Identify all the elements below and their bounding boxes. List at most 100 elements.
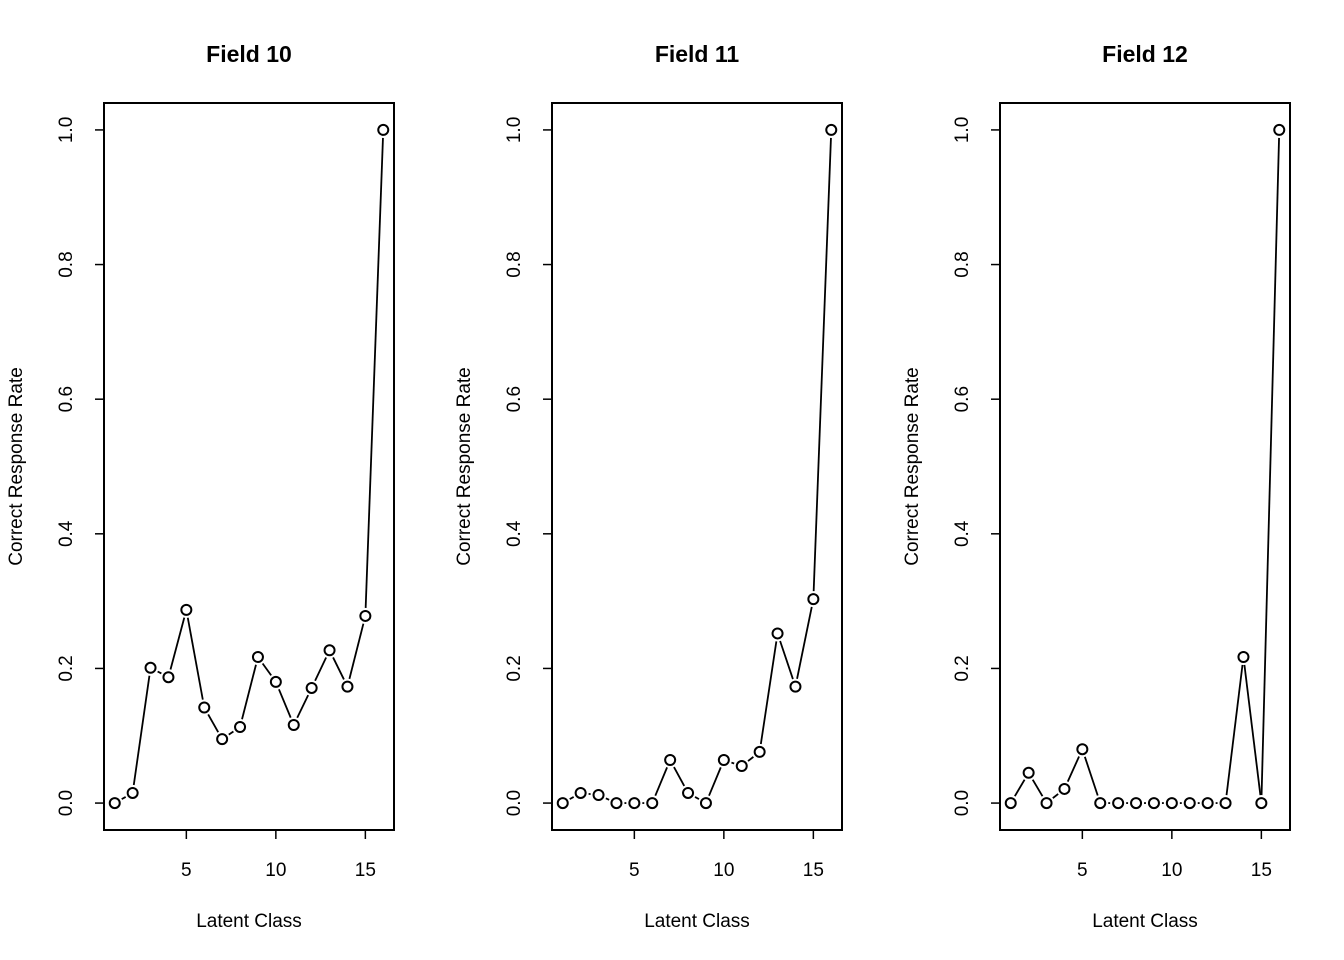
x-axis-label: Latent Class — [196, 911, 302, 932]
series-segment — [278, 688, 292, 718]
data-point — [1130, 797, 1143, 810]
series-segment — [1066, 756, 1080, 783]
x-tick-label: 10 — [713, 860, 734, 881]
y-tick-label: 0.0 — [56, 790, 77, 816]
series-segment — [605, 797, 610, 801]
y-tick-label: 0.6 — [56, 386, 77, 412]
series-segment — [1014, 779, 1026, 797]
data-point — [825, 123, 838, 136]
data-point — [807, 593, 820, 606]
data-point — [699, 797, 712, 810]
x-axis-label: Latent Class — [1092, 911, 1198, 932]
data-point — [753, 745, 766, 758]
data-point — [1273, 123, 1286, 136]
y-tick-label: 0.6 — [952, 386, 973, 412]
data-point — [1094, 797, 1107, 810]
data-point — [1201, 797, 1214, 810]
data-point — [1255, 797, 1268, 810]
y-tick-label: 1.0 — [504, 117, 525, 143]
x-tick-label: 10 — [265, 860, 286, 881]
series-segment — [261, 662, 272, 676]
data-point — [359, 609, 372, 622]
series-segment — [207, 714, 219, 733]
data-point — [180, 603, 193, 616]
series-segment — [186, 617, 204, 700]
data-point — [735, 760, 748, 773]
y-tick-label: 0.2 — [56, 655, 77, 681]
y-axis-label: Correct Response Rate — [6, 367, 27, 566]
data-point — [1004, 797, 1017, 810]
data-point — [234, 721, 247, 734]
data-point — [574, 786, 587, 799]
chart-title: Field 12 — [1102, 41, 1188, 67]
series-segment — [1243, 664, 1262, 796]
data-point — [1165, 797, 1178, 810]
series-segment — [157, 670, 162, 675]
data-point — [1219, 797, 1232, 810]
data-point — [1183, 797, 1196, 810]
data-point — [1076, 743, 1089, 756]
data-point — [1112, 797, 1125, 810]
y-tick-label: 0.8 — [56, 251, 77, 277]
data-point — [126, 786, 139, 799]
y-tick-label: 0.2 — [952, 655, 973, 681]
y-tick-label: 0.4 — [56, 520, 77, 547]
series-segment — [569, 796, 575, 800]
y-tick-label: 1.0 — [56, 117, 77, 143]
data-point — [592, 788, 605, 801]
series-segment — [796, 606, 813, 679]
y-tick-label: 0.6 — [504, 386, 525, 412]
x-axis-label: Latent Class — [644, 911, 750, 932]
chart-panel-2: Field 11 5 10 15 0.0 0.2 0.4 0.6 0.8 1.0 Latent Cl… — [454, 41, 843, 932]
series-segment — [169, 617, 186, 670]
data-point — [1040, 797, 1053, 810]
series-segment — [241, 664, 257, 720]
y-axis-label: Correct Response Rate — [454, 367, 475, 566]
data-point — [717, 753, 730, 766]
data-point — [556, 797, 569, 810]
series-segment — [1260, 137, 1280, 796]
x-tick-label: 5 — [181, 860, 192, 881]
y-tick-label: 0.8 — [952, 251, 973, 277]
chart-title: Field 10 — [206, 41, 292, 67]
series-segment — [1084, 756, 1099, 796]
series-segment — [708, 767, 722, 797]
x-tick-label: 15 — [803, 860, 824, 881]
data-point — [682, 786, 695, 799]
series-segment — [747, 756, 754, 762]
data-point — [1147, 797, 1160, 810]
series-segment — [121, 796, 127, 800]
data-point — [628, 797, 641, 810]
y-tick-label: 0.2 — [504, 655, 525, 681]
data-point — [144, 661, 157, 674]
series-segment — [694, 796, 700, 800]
series-segment — [731, 761, 735, 765]
series-segment — [364, 137, 384, 608]
series-segment — [779, 640, 794, 680]
series-segment — [673, 766, 686, 787]
data-point — [323, 644, 336, 657]
y-tick-label: 0.8 — [504, 251, 525, 277]
data-point — [216, 733, 229, 746]
series-segment — [348, 623, 365, 680]
series-segment — [228, 730, 234, 736]
x-tick-label: 10 — [1161, 860, 1182, 881]
series-segment — [1052, 793, 1059, 799]
y-tick-label: 0.0 — [504, 790, 525, 816]
series-segment — [314, 657, 327, 682]
series-segment — [654, 767, 668, 797]
data-point — [610, 797, 623, 810]
data-point — [771, 627, 784, 640]
chart-title: Field 11 — [655, 41, 740, 67]
y-tick-label: 0.0 — [952, 790, 973, 816]
data-point — [162, 671, 175, 684]
data-point — [305, 681, 318, 694]
data-point — [377, 123, 390, 136]
data-point — [646, 797, 659, 810]
series-segment — [759, 641, 778, 745]
y-tick-label: 1.0 — [952, 117, 973, 143]
series-segment — [1225, 664, 1244, 796]
data-point — [287, 718, 300, 731]
data-point — [1022, 766, 1035, 779]
